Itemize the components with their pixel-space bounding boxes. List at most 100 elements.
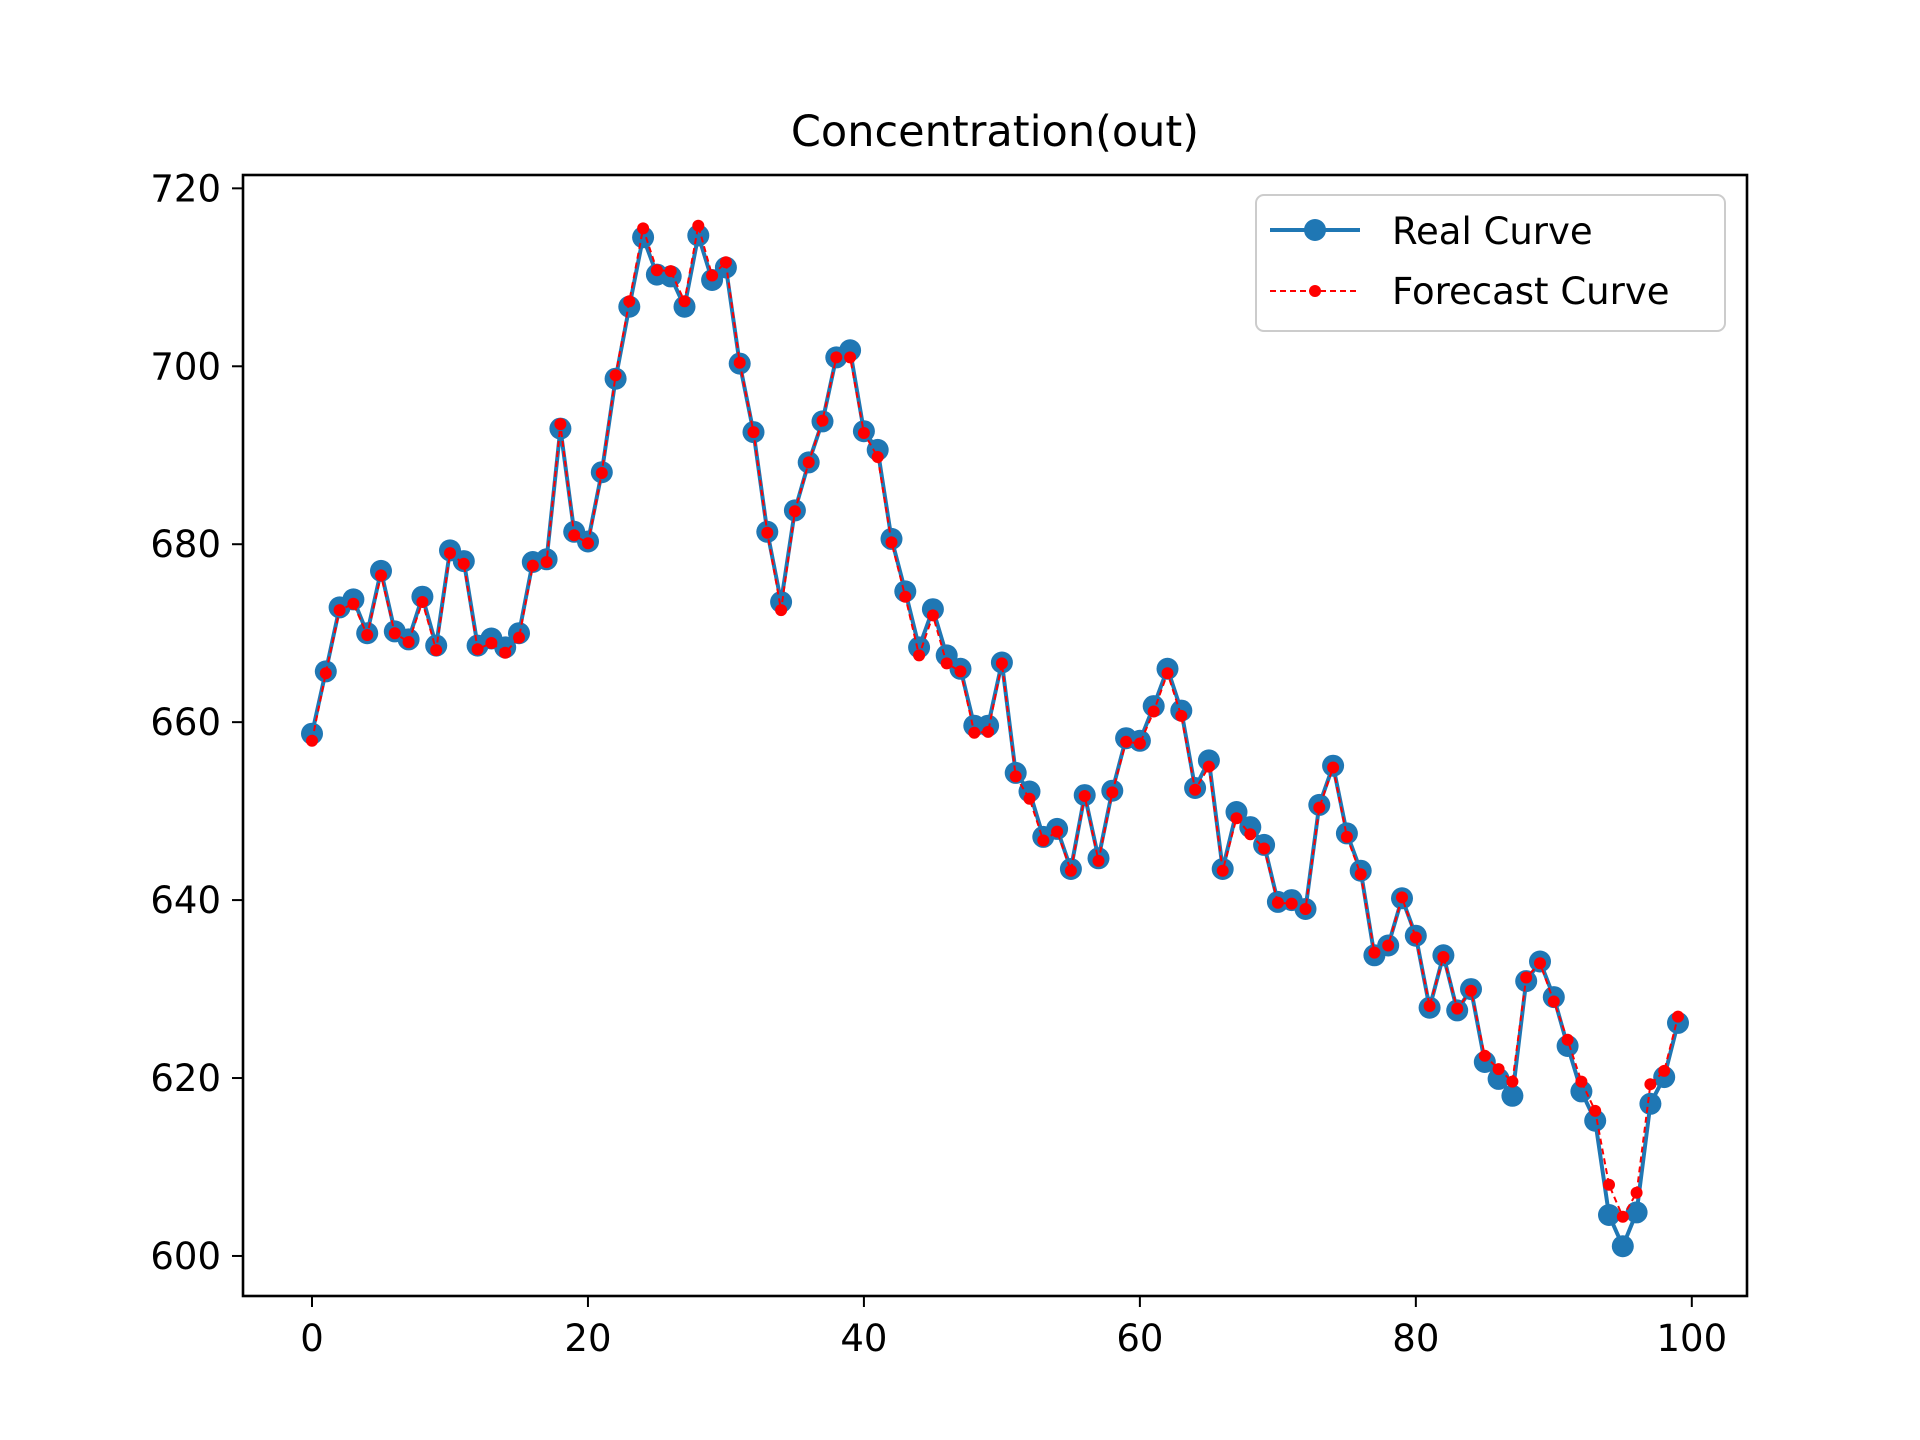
forecast-curve-line [311, 224, 1679, 1218]
forecast-curve-point [1313, 801, 1326, 814]
forecast-curve-point [926, 609, 939, 622]
x-tick-label: 0 [300, 1317, 324, 1360]
forecast-curve-point [775, 604, 788, 617]
forecast-curve-point [540, 556, 553, 568]
forecast-curve-point [347, 597, 360, 610]
forecast-curve-point [1672, 1010, 1684, 1023]
forecast-curve-point [733, 356, 746, 369]
series-layer [301, 219, 1689, 1258]
forecast-curve-point [1575, 1075, 1588, 1088]
forecast-curve-point [1534, 957, 1546, 970]
real-curve-point [1501, 1084, 1524, 1107]
forecast-curve-point [1327, 761, 1340, 774]
legend-forecast-curve-label: Forecast Curve [1392, 270, 1669, 313]
forecast-curve-point [444, 547, 456, 560]
forecast-curve-point [1437, 951, 1450, 963]
real-curve-point [908, 636, 931, 659]
y-tick-label: 700 [150, 345, 221, 388]
legend-forecast-curve-marker [1309, 285, 1321, 297]
forecast-curve-point [554, 418, 567, 431]
forecast-curve-point [1506, 1075, 1519, 1088]
forecast-curve-point [609, 369, 622, 382]
forecast-curve-point [1658, 1064, 1671, 1077]
forecast-curve-point [871, 451, 884, 463]
real-curve-point [1598, 1204, 1620, 1226]
forecast-curve-point [1078, 790, 1091, 802]
forecast-curve-point [457, 557, 470, 570]
forecast-curve-point [1409, 931, 1422, 944]
forecast-curve-point [1423, 1000, 1436, 1012]
forecast-curve-point [1340, 830, 1353, 843]
real-curve-point [1611, 1235, 1634, 1258]
forecast-curve-point [1630, 1186, 1643, 1199]
forecast-curve-point [319, 667, 332, 680]
real-curve-point [1639, 1092, 1662, 1115]
legend-real-curve-marker [1304, 219, 1326, 241]
forecast-curve-point [416, 596, 429, 608]
forecast-curve-point [1216, 864, 1229, 877]
forecast-curve-point [1244, 828, 1257, 841]
forecast-curve-point [1051, 825, 1064, 838]
forecast-curve-point [1161, 667, 1174, 680]
forecast-curve-point [485, 637, 498, 649]
forecast-curve-point [1603, 1178, 1615, 1191]
forecast-curve-point [568, 529, 581, 542]
forecast-curve-point [1492, 1063, 1505, 1076]
forecast-curve-point [982, 725, 995, 738]
forecast-curve-point [995, 657, 1008, 670]
real-curve-point [1570, 1080, 1593, 1103]
forecast-curve-point [1037, 834, 1050, 847]
forecast-curve-point [1258, 842, 1271, 855]
forecast-curve-point [788, 505, 801, 518]
forecast-curve-point [1382, 939, 1395, 952]
forecast-curve-point [913, 649, 926, 662]
forecast-curve-point [1133, 737, 1146, 750]
forecast-curve-point [306, 734, 318, 747]
forecast-curve-point [375, 569, 387, 582]
forecast-curve-point [623, 295, 636, 308]
forecast-curve-point [899, 590, 912, 603]
forecast-curve-point [1547, 995, 1560, 1008]
real-curve-point [687, 224, 710, 247]
forecast-curve-point [430, 644, 443, 657]
forecast-curve-point [1064, 864, 1077, 877]
forecast-curve-point [1009, 770, 1022, 783]
forecast-curve-point [1451, 1002, 1464, 1015]
forecast-curve-point [1616, 1210, 1629, 1223]
forecast-curve-point [844, 351, 857, 364]
forecast-curve-point [582, 537, 594, 550]
y-tick-label: 640 [150, 879, 221, 922]
forecast-curve-point [885, 536, 898, 549]
forecast-curve-point [526, 559, 539, 572]
real-curve-point [770, 591, 793, 613]
forecast-curve-point [1092, 854, 1105, 867]
forecast-curve-point [1589, 1104, 1602, 1117]
y-axis: 600 620 640 660 680 700 720 [150, 167, 243, 1278]
forecast-curve-point [1175, 709, 1188, 722]
forecast-curve-point [747, 426, 760, 439]
real-curve-point [1625, 1201, 1648, 1224]
x-axis: 0 20 40 60 80 100 [300, 1296, 1727, 1360]
forecast-curve-point [1465, 984, 1477, 997]
forecast-curve-point [1299, 903, 1312, 915]
real-curve-point [935, 644, 958, 667]
plot-frame [241, 173, 1749, 1298]
real-curve-point [1584, 1109, 1607, 1132]
x-tick-label: 80 [1392, 1317, 1439, 1360]
forecast-curve-point [816, 414, 829, 427]
x-tick-label: 60 [1116, 1317, 1163, 1360]
forecast-curve-point [1120, 735, 1133, 748]
forecast-curve-point [402, 636, 415, 649]
forecast-curve-point [1202, 760, 1215, 773]
forecast-curve-point [333, 604, 346, 617]
forecast-curve-point [1023, 792, 1036, 805]
forecast-curve-point [968, 726, 981, 739]
forecast-curve-point [1561, 1033, 1574, 1046]
forecast-curve-point [940, 657, 953, 670]
forecast-curve-point [1368, 946, 1381, 959]
forecast-curve-point [1478, 1049, 1491, 1062]
forecast-curve-point [388, 627, 401, 640]
forecast-curve-point [1354, 868, 1367, 881]
forecast-curve-point [1520, 971, 1533, 984]
